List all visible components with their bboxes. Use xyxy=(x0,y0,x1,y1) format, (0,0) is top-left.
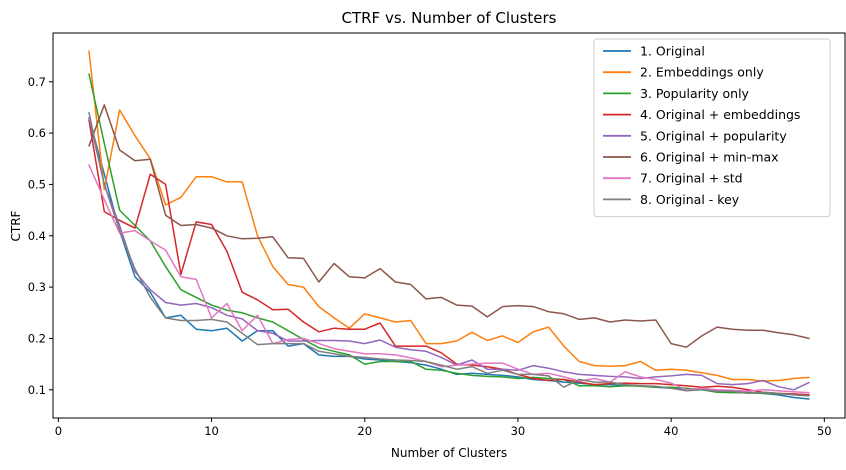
y-axis-label: CTRF xyxy=(9,210,23,241)
y-tick-label: 0.4 xyxy=(28,229,46,243)
y-tick-label: 0.2 xyxy=(28,331,46,345)
x-tick-label: 20 xyxy=(357,424,372,438)
x-tick-label: 40 xyxy=(664,424,679,438)
legend-label-1: 1. Original xyxy=(640,44,705,59)
y-tick-label: 0.7 xyxy=(28,75,46,89)
y-tick-label: 0.3 xyxy=(28,280,46,294)
x-axis-label: Number of Clusters xyxy=(391,446,507,460)
chart-title: CTRF vs. Number of Clusters xyxy=(342,9,557,27)
series-layer xyxy=(88,50,810,400)
x-tick-label: 10 xyxy=(204,424,219,438)
legend-label-2: 2. Embeddings only xyxy=(640,65,764,80)
x-tick-label: 30 xyxy=(511,424,526,438)
legend-label-3: 3. Popularity only xyxy=(640,86,750,101)
y-tick-label: 0.1 xyxy=(28,383,46,397)
legend: 1. Original 2. Embeddings only 3. Populari… xyxy=(593,38,831,218)
series-line-8 xyxy=(88,111,810,397)
series-line-3 xyxy=(88,73,810,396)
x-tick-label: 50 xyxy=(817,424,832,438)
x-tick-label: 0 xyxy=(55,424,62,438)
legend-label-7: 7. Original + std xyxy=(640,171,743,186)
y-tick-label: 0.6 xyxy=(28,126,46,140)
series-line-2 xyxy=(88,50,810,382)
series-line-6 xyxy=(88,104,810,348)
legend-label-6: 6. Original + min-max xyxy=(640,150,779,165)
y-axis-ticks: 0.1 0.2 0.3 0.4 0.5 0.6 0.7 xyxy=(28,75,53,397)
series-line-7 xyxy=(88,164,810,394)
plot-frame xyxy=(52,32,846,419)
y-tick-label: 0.5 xyxy=(28,177,46,191)
x-axis-ticks: 0 10 20 30 40 50 xyxy=(55,418,832,438)
legend-label-5: 5. Original + popularity xyxy=(640,128,787,143)
series-line-5 xyxy=(88,116,810,391)
legend-label-4: 4. Original + embeddings xyxy=(640,107,800,122)
legend-box xyxy=(593,38,831,218)
series-line-4 xyxy=(88,119,810,396)
legend-label-8: 8. Original - key xyxy=(640,192,740,207)
